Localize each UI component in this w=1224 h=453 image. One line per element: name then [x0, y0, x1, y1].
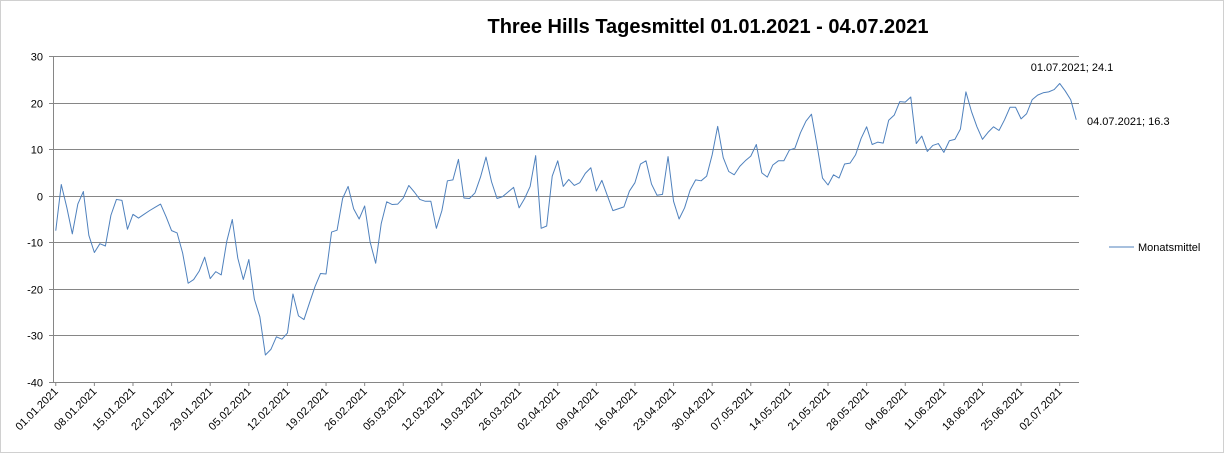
- y-tick-label: 20: [31, 99, 43, 111]
- legend-label-monatsmittel: Monatsmittel: [1138, 242, 1200, 254]
- y-tick-label: 30: [31, 52, 43, 64]
- y-tick-label: -20: [27, 285, 43, 297]
- y-tick-label: 10: [31, 145, 43, 157]
- data-annotations: 01.07.2021; 24.1 04.07.2021; 16.3: [1031, 62, 1170, 128]
- y-tick-label: -30: [27, 331, 43, 343]
- y-tick-label: -40: [27, 378, 43, 390]
- chart-title: Three Hills Tagesmittel 01.01.2021 - 04.…: [488, 16, 929, 38]
- y-tick-label: 0: [37, 192, 43, 204]
- y-tick-label: -10: [27, 238, 43, 250]
- data-label-last: 04.07.2021; 16.3: [1087, 116, 1170, 128]
- data-label-max: 01.07.2021; 24.1: [1031, 62, 1114, 74]
- legend: Monatsmittel: [1109, 242, 1200, 254]
- series-line-monatsmittel: [55, 82, 1077, 356]
- y-axis-tick-labels: 30 20 10 0 -10 -20 -30 -40: [27, 52, 43, 390]
- gridlines: [49, 56, 1079, 383]
- series-lines: [55, 82, 1077, 356]
- axes: [53, 56, 1079, 383]
